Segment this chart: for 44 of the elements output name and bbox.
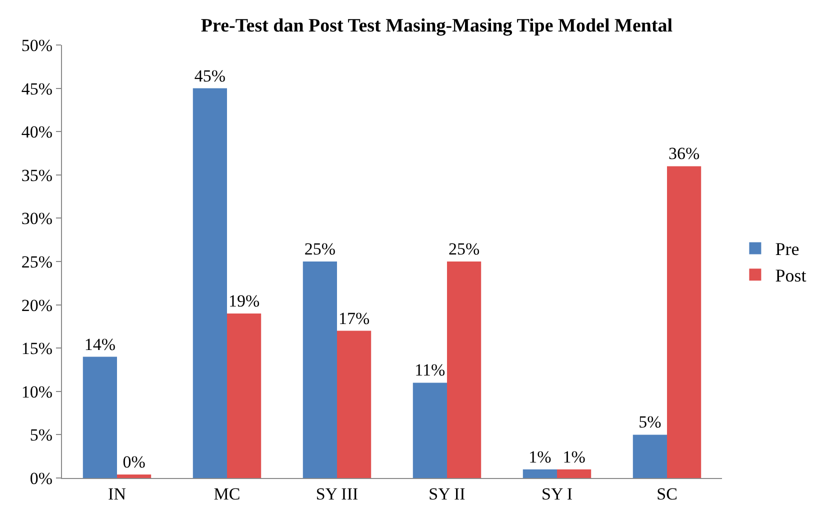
bar: [412, 382, 447, 478]
y-tick-label: 0%: [30, 468, 53, 488]
data-label: 1%: [562, 447, 586, 466]
y-tick-label: 35%: [21, 166, 53, 185]
y-tick-label: 10%: [21, 382, 53, 402]
data-label: 11%: [414, 360, 446, 380]
data-label: 0%: [122, 452, 146, 472]
legend-label: Pre: [775, 239, 800, 260]
x-tick-label: SY III: [316, 484, 358, 504]
data-label: 25%: [448, 240, 480, 258]
x-tick-label: MC: [214, 484, 240, 504]
bar: [227, 313, 262, 478]
bar: [447, 262, 482, 478]
data-label: 1%: [528, 447, 552, 466]
bar: [302, 262, 337, 478]
x-tick-label: SY II: [428, 484, 466, 504]
y-tick-label: 5%: [30, 426, 53, 445]
data-label: 25%: [304, 240, 336, 258]
bar: [632, 434, 667, 478]
y-tick-label: 40%: [21, 122, 53, 142]
data-label: 45%: [194, 66, 226, 86]
y-tick-label: 20%: [21, 296, 53, 315]
data-label: 14%: [84, 334, 116, 354]
data-label: 17%: [338, 308, 370, 328]
bar: [337, 330, 372, 478]
data-label: 5%: [638, 412, 662, 432]
bar: [82, 356, 117, 478]
bar: [667, 166, 702, 478]
legend-label: Post: [775, 266, 806, 286]
x-tick-label: SC: [656, 484, 678, 504]
bar: [192, 88, 227, 478]
data-label: 19%: [228, 291, 260, 310]
bar: [522, 469, 557, 478]
y-tick-label: 15%: [21, 339, 53, 358]
y-tick-label: 30%: [21, 209, 53, 228]
x-tick-label: IN: [108, 484, 126, 504]
bar: [557, 469, 592, 478]
chart-title: Pre-Test dan Post Test Masing-Masing Tipe Model Mental: [200, 16, 673, 37]
y-tick-label: 25%: [21, 252, 53, 272]
y-tick-label: 45%: [21, 79, 53, 98]
y-tick-label: 50%: [21, 36, 53, 55]
data-label: 36%: [668, 144, 700, 164]
bar: [117, 474, 152, 478]
x-tick-label: SY I: [541, 484, 573, 504]
